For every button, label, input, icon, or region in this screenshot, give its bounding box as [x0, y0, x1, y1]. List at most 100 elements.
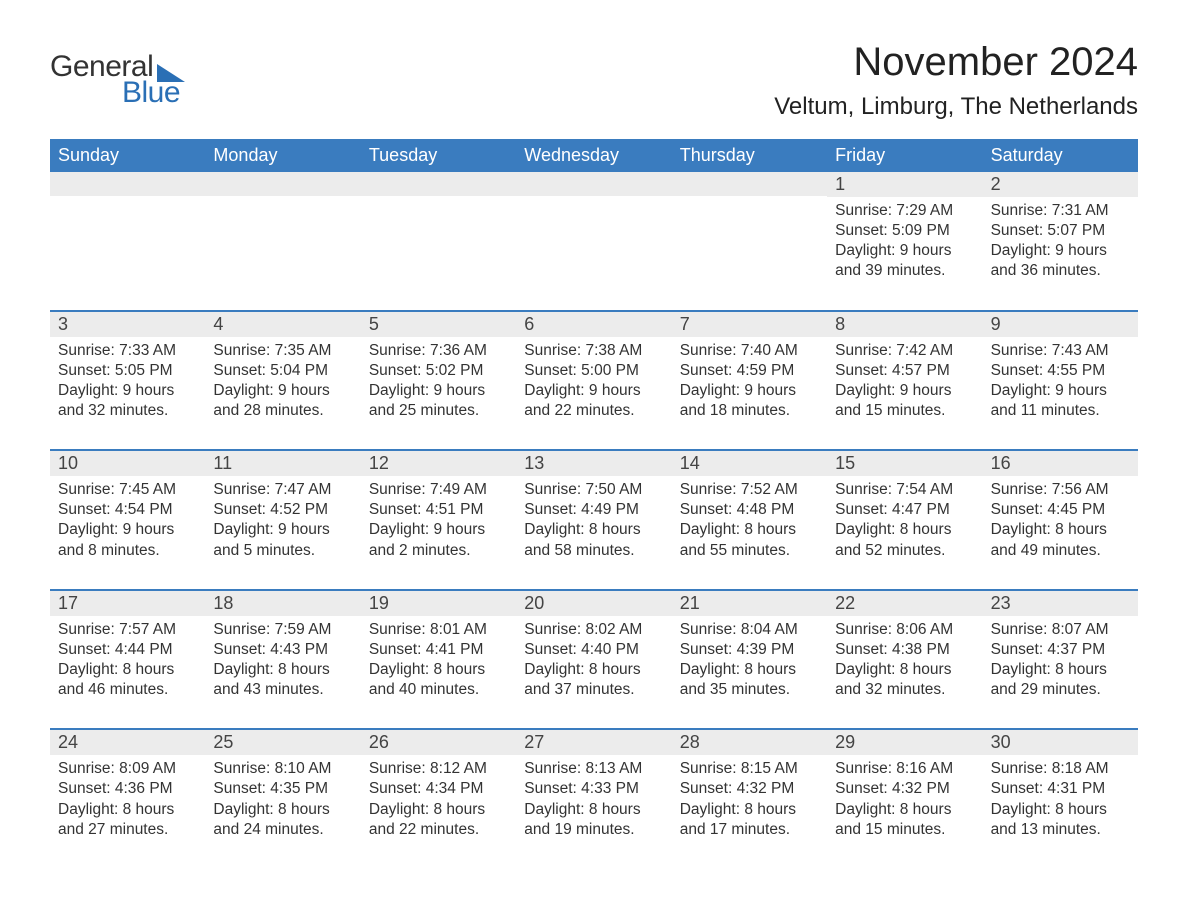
daylight-line: Daylight: 8 hours and 58 minutes. [524, 520, 663, 560]
location-subtitle: Veltum, Limburg, The Netherlands [774, 93, 1138, 121]
daylight-line: Daylight: 9 hours and 2 minutes. [369, 520, 508, 560]
brand-logo: General Blue [50, 40, 185, 110]
sunset-line: Sunset: 5:02 PM [369, 361, 508, 381]
week-row: 24Sunrise: 8:09 AMSunset: 4:36 PMDayligh… [50, 728, 1138, 850]
sunrise-line: Sunrise: 8:02 AM [524, 620, 663, 640]
sunrise-line: Sunrise: 7:40 AM [680, 341, 819, 361]
day-number: 19 [361, 591, 516, 616]
sunset-line: Sunset: 4:32 PM [680, 779, 819, 799]
day-cell: 2Sunrise: 7:31 AMSunset: 5:07 PMDaylight… [983, 172, 1138, 292]
daylight-line: Daylight: 9 hours and 28 minutes. [213, 381, 352, 421]
day-number: 9 [983, 312, 1138, 337]
weekday-header: Saturday [983, 139, 1138, 172]
day-number: 20 [516, 591, 671, 616]
sunset-line: Sunset: 4:48 PM [680, 500, 819, 520]
sunset-line: Sunset: 4:51 PM [369, 500, 508, 520]
sunset-line: Sunset: 4:34 PM [369, 779, 508, 799]
day-cell: 24Sunrise: 8:09 AMSunset: 4:36 PMDayligh… [50, 730, 205, 850]
daylight-line: Daylight: 8 hours and 49 minutes. [991, 520, 1130, 560]
day-number: 2 [983, 172, 1138, 197]
day-number: 16 [983, 451, 1138, 476]
day-number [205, 172, 360, 196]
sunset-line: Sunset: 4:33 PM [524, 779, 663, 799]
day-cell: 30 Sunrise: 8:18 AMSunset: 4:31 PMDayligh… [983, 730, 1138, 850]
daylight-line: Daylight: 8 hours and 46 minutes. [58, 660, 197, 700]
daylight-line: Daylight: 8 hours and 13 minutes. [991, 800, 1130, 840]
sunrise-line: Sunrise: 8:06 AM [835, 620, 974, 640]
day-cell: 28 Sunrise: 8:15 AMSunset: 4:32 PMDayligh… [672, 730, 827, 850]
sunset-line: Sunset: 4:35 PM [213, 779, 352, 799]
day-number: 7 [672, 312, 827, 337]
daylight-line: Daylight: 8 hours and 43 minutes. [213, 660, 352, 700]
day-number: 1 [827, 172, 982, 197]
sunrise-line: Sunrise: 8:13 AM [524, 759, 663, 779]
day-cell: 19Sunrise: 8:01 AMSunset: 4:41 PMDayligh… [361, 591, 516, 711]
day-cell: 7Sunrise: 7:40 AMSunset: 4:59 PMDaylight… [672, 312, 827, 432]
day-number: 26 [361, 730, 516, 755]
day-cell: 18Sunrise: 7:59 AMSunset: 4:43 PMDayligh… [205, 591, 360, 711]
day-number [672, 172, 827, 196]
week-row: 1Sunrise: 7:29 AMSunset: 5:09 PMDaylight… [50, 172, 1138, 292]
day-cell: 9Sunrise: 7:43 AMSunset: 4:55 PMDaylight… [983, 312, 1138, 432]
sunrise-line: Sunrise: 7:56 AM [991, 480, 1130, 500]
daylight-line: Daylight: 8 hours and 40 minutes. [369, 660, 508, 700]
sunset-line: Sunset: 5:07 PM [991, 221, 1130, 241]
sunset-line: Sunset: 4:57 PM [835, 361, 974, 381]
day-number: 30 [983, 730, 1138, 755]
day-number: 28 [672, 730, 827, 755]
day-cell-empty [361, 172, 516, 292]
sunrise-line: Sunrise: 7:57 AM [58, 620, 197, 640]
day-cell: 11Sunrise: 7:47 AMSunset: 4:52 PMDayligh… [205, 451, 360, 571]
sunrise-line: Sunrise: 8:18 AM [991, 759, 1130, 779]
day-number: 3 [50, 312, 205, 337]
daylight-line: Daylight: 8 hours and 17 minutes. [680, 800, 819, 840]
day-cell: 10Sunrise: 7:45 AMSunset: 4:54 PMDayligh… [50, 451, 205, 571]
sunset-line: Sunset: 4:44 PM [58, 640, 197, 660]
daylight-line: Daylight: 8 hours and 19 minutes. [524, 800, 663, 840]
day-number: 21 [672, 591, 827, 616]
sunset-line: Sunset: 4:40 PM [524, 640, 663, 660]
daylight-line: Daylight: 9 hours and 39 minutes. [835, 241, 974, 281]
sunrise-line: Sunrise: 7:52 AM [680, 480, 819, 500]
day-number: 27 [516, 730, 671, 755]
daylight-line: Daylight: 9 hours and 32 minutes. [58, 381, 197, 421]
day-cell: 12Sunrise: 7:49 AMSunset: 4:51 PMDayligh… [361, 451, 516, 571]
sunrise-line: Sunrise: 8:15 AM [680, 759, 819, 779]
day-number [361, 172, 516, 196]
sunset-line: Sunset: 4:52 PM [213, 500, 352, 520]
day-number [50, 172, 205, 196]
header: General Blue November 2024 Veltum, Limbu… [50, 40, 1138, 121]
day-cell: 6Sunrise: 7:38 AMSunset: 5:00 PMDaylight… [516, 312, 671, 432]
sunset-line: Sunset: 4:37 PM [991, 640, 1130, 660]
sunset-line: Sunset: 4:32 PM [835, 779, 974, 799]
day-cell: 27 Sunrise: 8:13 AMSunset: 4:33 PMDayligh… [516, 730, 671, 850]
day-cell: 3Sunrise: 7:33 AMSunset: 5:05 PMDaylight… [50, 312, 205, 432]
day-cell: 1Sunrise: 7:29 AMSunset: 5:09 PMDaylight… [827, 172, 982, 292]
daylight-line: Daylight: 8 hours and 22 minutes. [369, 800, 508, 840]
daylight-line: Daylight: 8 hours and 29 minutes. [991, 660, 1130, 700]
day-cell-empty [516, 172, 671, 292]
day-number: 24 [50, 730, 205, 755]
day-number: 5 [361, 312, 516, 337]
sunset-line: Sunset: 4:31 PM [991, 779, 1130, 799]
daylight-line: Daylight: 8 hours and 15 minutes. [835, 800, 974, 840]
weekday-header-row: SundayMondayTuesdayWednesdayThursdayFrid… [50, 139, 1138, 172]
sunrise-line: Sunrise: 7:35 AM [213, 341, 352, 361]
week-row: 3Sunrise: 7:33 AMSunset: 5:05 PMDaylight… [50, 310, 1138, 432]
sunrise-line: Sunrise: 8:12 AM [369, 759, 508, 779]
day-cell: 8Sunrise: 7:42 AMSunset: 4:57 PMDaylight… [827, 312, 982, 432]
sunset-line: Sunset: 5:04 PM [213, 361, 352, 381]
day-cell-empty [205, 172, 360, 292]
day-number: 22 [827, 591, 982, 616]
sunrise-line: Sunrise: 7:36 AM [369, 341, 508, 361]
weekday-header: Monday [205, 139, 360, 172]
day-number: 14 [672, 451, 827, 476]
weekday-header: Friday [827, 139, 982, 172]
day-cell: 16Sunrise: 7:56 AMSunset: 4:45 PMDayligh… [983, 451, 1138, 571]
day-cell: 14Sunrise: 7:52 AMSunset: 4:48 PMDayligh… [672, 451, 827, 571]
day-cell-empty [50, 172, 205, 292]
day-cell: 26 Sunrise: 8:12 AMSunset: 4:34 PMDayligh… [361, 730, 516, 850]
day-number: 18 [205, 591, 360, 616]
weekday-header: Tuesday [361, 139, 516, 172]
week-row: 17Sunrise: 7:57 AMSunset: 4:44 PMDayligh… [50, 589, 1138, 711]
